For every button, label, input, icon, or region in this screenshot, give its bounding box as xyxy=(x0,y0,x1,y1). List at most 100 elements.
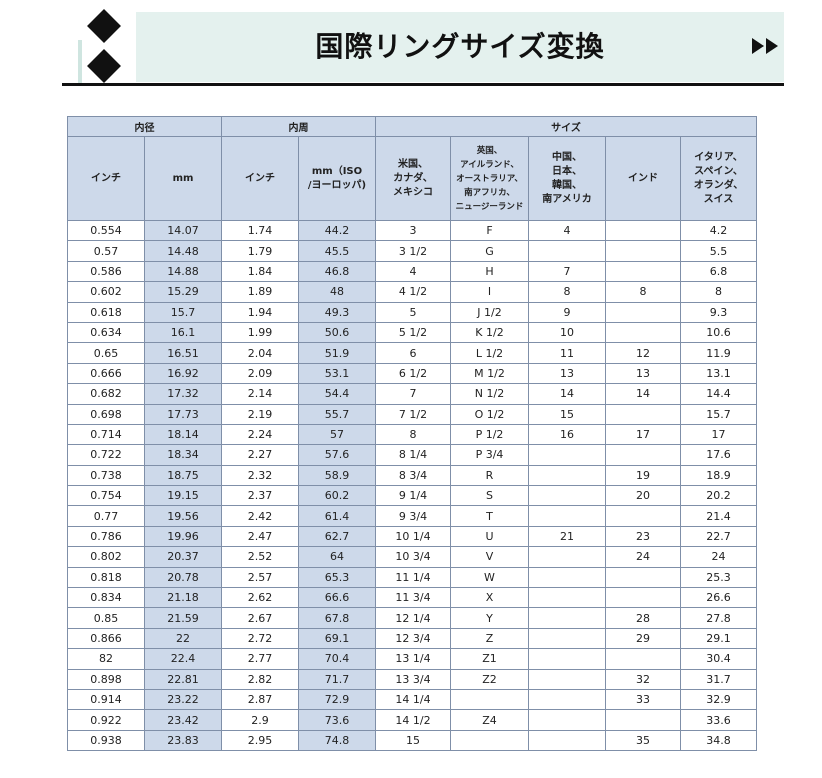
column-header: インチ xyxy=(67,136,145,221)
table-cell: 2.77 xyxy=(221,648,299,670)
table-cell: 61.4 xyxy=(298,505,376,527)
table-cell: 0.834 xyxy=(67,587,145,609)
table-cell: 7 xyxy=(528,260,606,283)
table-row: 0.666 16.92 2.09 53.1 6 1/2 M 1/2 13 13 13.1 xyxy=(67,362,757,385)
table-cell xyxy=(528,505,606,527)
table-cell: 49.3 xyxy=(298,301,376,323)
table-cell: X xyxy=(450,587,529,609)
title-underline xyxy=(62,83,784,86)
table-cell: 32 xyxy=(605,668,681,690)
table-cell: 8 xyxy=(375,423,451,446)
table-cell: 32.9 xyxy=(680,688,757,711)
table-cell: 2.14 xyxy=(221,383,299,405)
table-cell xyxy=(605,403,681,425)
table-cell: 64 xyxy=(298,546,376,568)
table-cell: 9 1/4 xyxy=(375,485,451,507)
table-cell: 35 xyxy=(605,729,681,752)
table-cell: 25.3 xyxy=(680,566,757,589)
table-cell: 23.22 xyxy=(144,688,222,711)
table-cell: 5.5 xyxy=(680,240,757,262)
table-cell: 2.57 xyxy=(221,566,299,589)
table-cell: W xyxy=(450,566,529,589)
table-cell: V xyxy=(450,546,529,568)
table-cell: 2.37 xyxy=(221,485,299,507)
table-cell: 26.6 xyxy=(680,587,757,609)
table-cell: 15 xyxy=(528,403,606,425)
table-cell: 3 xyxy=(375,219,451,242)
table-cell: 9 xyxy=(528,301,606,323)
table-cell: I xyxy=(450,281,529,303)
table-cell: 0.786 xyxy=(67,525,145,548)
table-cell: Z xyxy=(450,627,529,650)
table-cell: Z1 xyxy=(450,648,529,670)
table-cell: Y xyxy=(450,607,529,629)
table-cell: 23 xyxy=(605,525,681,548)
table-cell: 2.04 xyxy=(221,342,299,364)
table-cell xyxy=(450,729,529,752)
table-row: 82 22.4 2.77 70.4 13 1/4 Z1 30.4 xyxy=(67,648,757,670)
table-cell: 16.1 xyxy=(144,321,222,344)
table-cell: 5 xyxy=(375,301,451,323)
table-cell xyxy=(528,587,606,609)
table-cell: N 1/2 xyxy=(450,383,529,405)
table-cell: 14 1/2 xyxy=(375,709,451,731)
black-diamond-icon xyxy=(87,49,121,83)
table-cell: 17.6 xyxy=(680,444,757,466)
table-row: 0.586 14.88 1.84 46.8 4 H 7 6.8 xyxy=(67,260,757,283)
column-header: mm xyxy=(144,136,222,221)
table-row: 0.754 19.15 2.37 60.2 9 1/4 S 20 20.2 xyxy=(67,485,757,507)
table-cell: 2.82 xyxy=(221,668,299,690)
table-cell: 33 xyxy=(605,688,681,711)
table-cell: 12 xyxy=(605,342,681,364)
table-cell: 0.866 xyxy=(67,627,145,650)
table-row: 0.914 23.22 2.87 72.9 14 1/4 33 32.9 xyxy=(67,688,757,711)
table-cell: 17 xyxy=(605,423,681,446)
table-cell: 8 3/4 xyxy=(375,464,451,487)
table-cell: 2.42 xyxy=(221,505,299,527)
group-header-size: サイズ xyxy=(375,116,757,137)
table-row: 0.714 18.14 2.24 57 8 P 1/2 16 17 17 xyxy=(67,423,757,446)
page-title: 国際リングサイズ変換 xyxy=(315,30,605,63)
table-cell: 0.85 xyxy=(67,607,145,629)
table-cell xyxy=(528,627,606,650)
table-cell: 2.24 xyxy=(221,423,299,446)
table-cell: 31.7 xyxy=(680,668,757,690)
table-cell: 1.79 xyxy=(221,240,299,262)
table-cell: 17.32 xyxy=(144,383,222,405)
table-cell: S xyxy=(450,485,529,507)
table-cell: 2.27 xyxy=(221,444,299,466)
table-cell: 2.19 xyxy=(221,403,299,425)
table-cell: 29 xyxy=(605,627,681,650)
table-cell: 19 xyxy=(605,464,681,487)
table-cell xyxy=(605,240,681,262)
table-cell: 74.8 xyxy=(298,729,376,752)
table-cell: 4 1/2 xyxy=(375,281,451,303)
table-cell: 69.1 xyxy=(298,627,376,650)
table-row: 0.866 22 2.72 69.1 12 3/4 Z 29 29.1 xyxy=(67,627,757,650)
table-row: 0.682 17.32 2.14 54.4 7 N 1/2 14 14 14.4 xyxy=(67,383,757,405)
table-cell: G xyxy=(450,240,529,262)
table-cell: 0.922 xyxy=(67,709,145,731)
table-cell: Z2 xyxy=(450,668,529,690)
table-cell: 1.99 xyxy=(221,321,299,344)
group-header-inner-diameter: 内径 xyxy=(67,116,222,137)
table-cell xyxy=(528,240,606,262)
table-cell: 48 xyxy=(298,281,376,303)
table-cell: 51.9 xyxy=(298,342,376,364)
table-cell: 4 xyxy=(528,219,606,242)
table-cell: 17 xyxy=(680,423,757,446)
column-header: mm（ISO /ヨーロッパ) xyxy=(298,136,376,221)
table-cell: 16.92 xyxy=(144,362,222,385)
table-cell: 0.554 xyxy=(67,219,145,242)
table-cell: U xyxy=(450,525,529,548)
table-cell: 82 xyxy=(67,648,145,670)
table-cell: 0.65 xyxy=(67,342,145,364)
table-cell: 0.698 xyxy=(67,403,145,425)
table-row: 0.722 18.34 2.27 57.6 8 1/4 P 3/4 17.6 xyxy=(67,444,757,466)
table-row: 0.786 19.96 2.47 62.7 10 1/4 U 21 23 22.7 xyxy=(67,525,757,548)
table-cell: 71.7 xyxy=(298,668,376,690)
table-cell: 2.9 xyxy=(221,709,299,731)
table-cell: 0.914 xyxy=(67,688,145,711)
table-cell: 21.59 xyxy=(144,607,222,629)
table-cell: 0.634 xyxy=(67,321,145,344)
